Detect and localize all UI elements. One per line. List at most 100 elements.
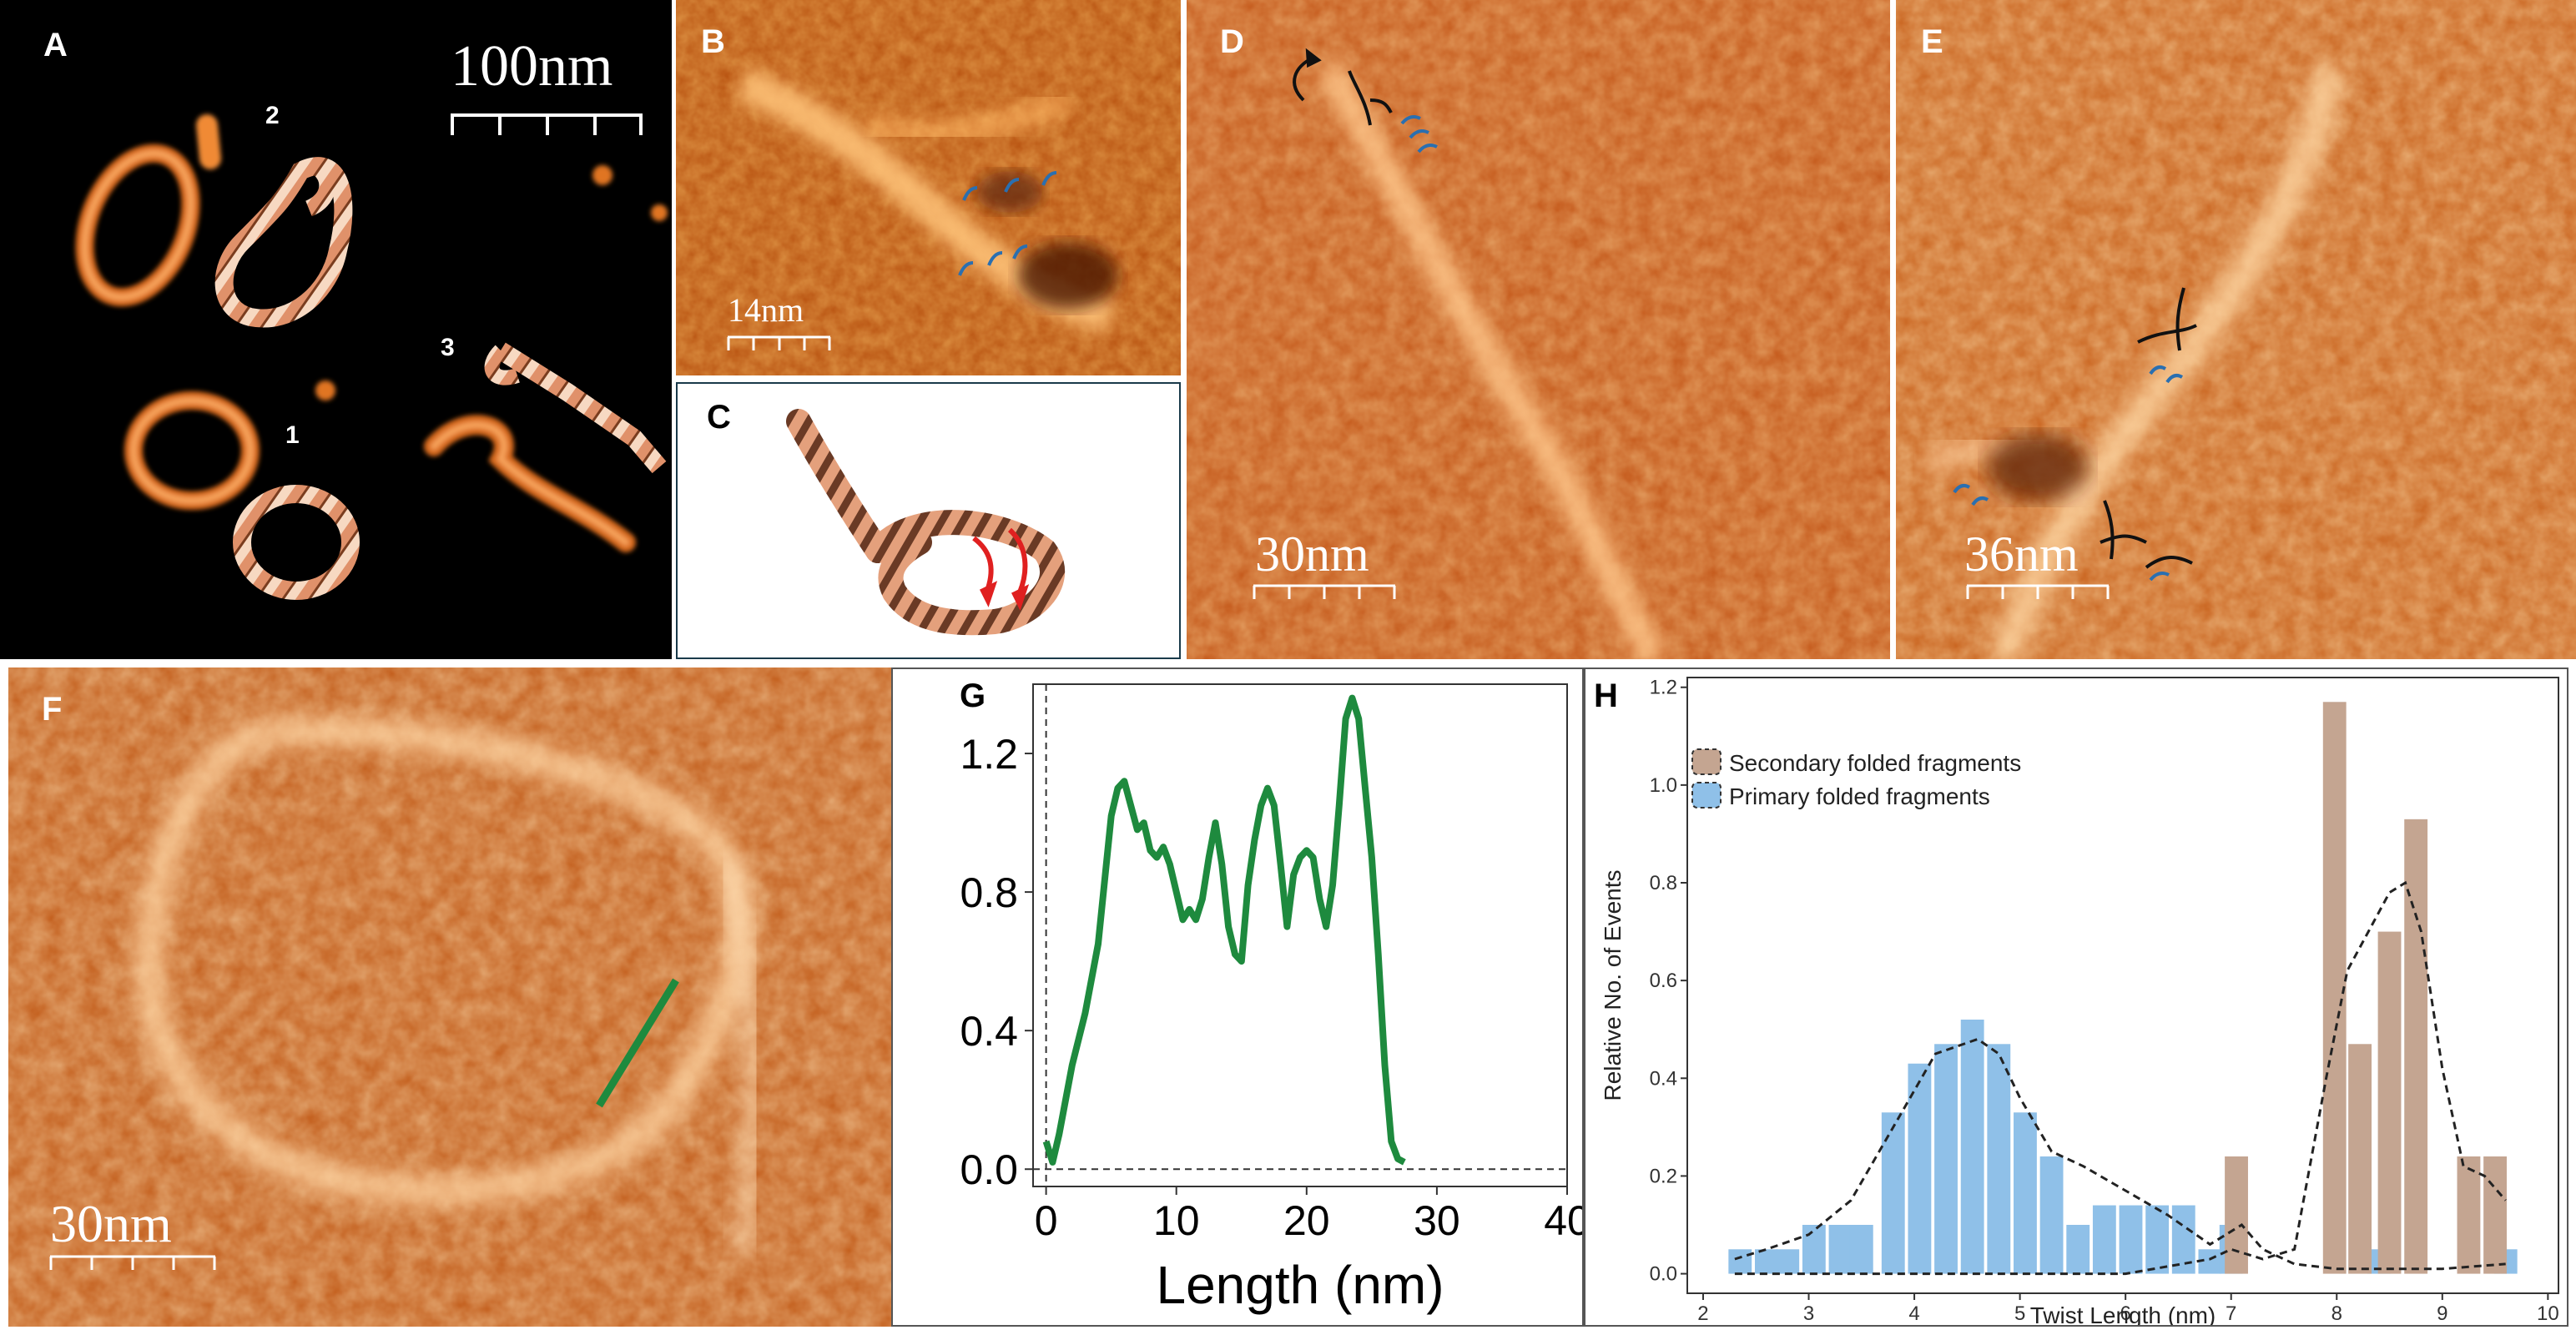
x-tick-label: 40 — [1544, 1197, 1582, 1244]
panel-f-image — [8, 668, 891, 1327]
histogram-bar — [1849, 1225, 1873, 1274]
histogram-bar — [1728, 1249, 1752, 1274]
scale-bar — [49, 1255, 216, 1270]
panel-f: F 30nm — [8, 668, 891, 1327]
histogram-bar — [1934, 1044, 1958, 1274]
panel-h: 2 3 4 5 6 7 8 9 10 0.0 0.2 0.4 0.6 0.8 1.0 1.2 Twist Len… — [1584, 668, 2568, 1327]
histogram-bar — [2225, 1156, 2248, 1274]
panel-label: G — [960, 678, 986, 714]
x-tick-label: 3 — [1803, 1302, 1814, 1325]
x-tick-label: 30 — [1414, 1197, 1460, 1244]
histogram-bar — [1881, 1112, 1905, 1274]
histogram-bar — [2377, 931, 2402, 1274]
scale-bar-label: 100nm — [451, 34, 613, 98]
histogram-bar — [2457, 1156, 2481, 1274]
x-tick-label: 5 — [2014, 1302, 2025, 1325]
legend-label: Primary folded fragments — [1729, 783, 1990, 809]
scale-bar — [1253, 584, 1396, 599]
panel-d-image — [1187, 0, 1890, 659]
x-tick-label: 10 — [1153, 1197, 1200, 1244]
blue-arrows — [1400, 115, 1438, 154]
profile-line — [596, 978, 679, 1108]
scale-bar — [727, 335, 831, 350]
density-curve — [1734, 1037, 2506, 1271]
molecule-label: 3 — [441, 334, 455, 361]
x-tick-label: 20 — [1283, 1197, 1330, 1244]
helix-models — [214, 157, 667, 600]
molecule-label: 2 — [265, 102, 280, 129]
x-tick-label: 8 — [2332, 1302, 2342, 1325]
height-profile-line — [1042, 694, 1406, 1166]
x-axis-label: Length (nm) — [1156, 1255, 1444, 1315]
panel-e-image — [1896, 0, 2576, 659]
folded-dna-model — [786, 409, 1066, 636]
plot-frame — [1686, 677, 2559, 1294]
histogram-bar — [2322, 702, 2347, 1274]
x-tick-label: 2 — [1697, 1302, 1708, 1325]
panel-b: B 14nm — [676, 0, 1181, 375]
legend-swatch — [1691, 782, 1722, 809]
profile-chart: 0 10 20 30 40 0.0 0.4 0.8 1.2 Length (nm) — [960, 683, 1582, 1315]
histogram-bar — [2348, 1044, 2372, 1274]
panel-c: C — [676, 382, 1181, 659]
scale-bar-label: 30nm — [50, 1194, 172, 1253]
y-tick-label: 0.8 — [1650, 872, 1677, 894]
x-tick-label: 10 — [2537, 1302, 2559, 1325]
scale-bar — [451, 113, 643, 135]
twist-length-chart: 2 3 4 5 6 7 8 9 10 0.0 0.2 0.4 0.6 0.8 1.0 1.2 Twist Len… — [1600, 677, 2559, 1325]
histogram-bar — [1776, 1249, 1800, 1274]
panel-d: D 30nm — [1187, 0, 1890, 659]
x-tick-label: 7 — [2226, 1302, 2236, 1325]
histogram-bar — [1960, 1020, 1984, 1274]
panel-label: F — [42, 691, 63, 728]
x-axis-label: Twist Length (nm) — [2030, 1302, 2216, 1325]
plot-frame — [1032, 683, 1568, 1187]
panel-a: A 100nm 2 3 1 — [0, 0, 672, 659]
histogram-bar — [2483, 1156, 2507, 1274]
scale-bar-label: 36nm — [1964, 526, 2079, 582]
histogram-bar — [1828, 1225, 1853, 1274]
panel-a-image — [75, 113, 668, 600]
y-tick-label: 1.2 — [960, 731, 1018, 778]
panel-c-model — [786, 409, 1066, 636]
panel-label: A — [43, 27, 68, 63]
y-tick-label: 0.6 — [1650, 970, 1677, 992]
histogram-bar — [2066, 1225, 2090, 1274]
panel-e: E 36nm — [1896, 0, 2576, 659]
legend-swatch — [1691, 748, 1722, 775]
y-tick-label: 0.2 — [1650, 1165, 1677, 1187]
panel-g: 0 10 20 30 40 0.0 0.4 0.8 1.2 Length (nm) G — [891, 668, 1584, 1327]
y-tick-label: 0.0 — [960, 1146, 1018, 1193]
panel-label: E — [1921, 23, 1943, 60]
histogram-bar — [2145, 1205, 2170, 1274]
y-tick-label: 1.2 — [1650, 677, 1677, 699]
x-tick-label: 4 — [1908, 1302, 1919, 1325]
y-tick-label: 1.0 — [1650, 774, 1677, 797]
afm-dna-molecules — [75, 114, 668, 552]
histogram-bar — [2119, 1205, 2143, 1274]
histogram-bar — [2404, 819, 2428, 1274]
scale-bar-label: 14nm — [728, 291, 804, 329]
molecule-label: 1 — [285, 421, 300, 449]
panel-label: D — [1220, 23, 1244, 60]
legend-label: Secondary folded fragments — [1729, 750, 2021, 776]
scale-bar-label: 30nm — [1255, 526, 1369, 582]
histogram-bar — [2092, 1205, 2116, 1274]
histogram-bar — [2014, 1112, 2037, 1274]
y-tick-label: 0.4 — [960, 1008, 1018, 1055]
panel-b-image — [676, 0, 1181, 375]
x-tick-label: 0 — [1035, 1197, 1058, 1244]
y-tick-label: 0.8 — [960, 869, 1018, 916]
histogram-bar — [1802, 1225, 1826, 1274]
y-axis-label: Relative No. of Events — [1600, 869, 1626, 1101]
panel-label: B — [701, 23, 725, 60]
red-arrows — [972, 527, 1030, 611]
scale-bar — [1966, 584, 2110, 599]
panel-label: C — [707, 399, 731, 436]
x-tick-label: 6 — [2120, 1302, 2130, 1325]
y-tick-label: 0.4 — [1650, 1067, 1677, 1090]
histogram-bar — [1987, 1044, 2011, 1274]
panel-label: H — [1594, 678, 1618, 714]
y-tick-label: 0.0 — [1650, 1263, 1677, 1286]
black-arrows — [1293, 48, 1393, 126]
